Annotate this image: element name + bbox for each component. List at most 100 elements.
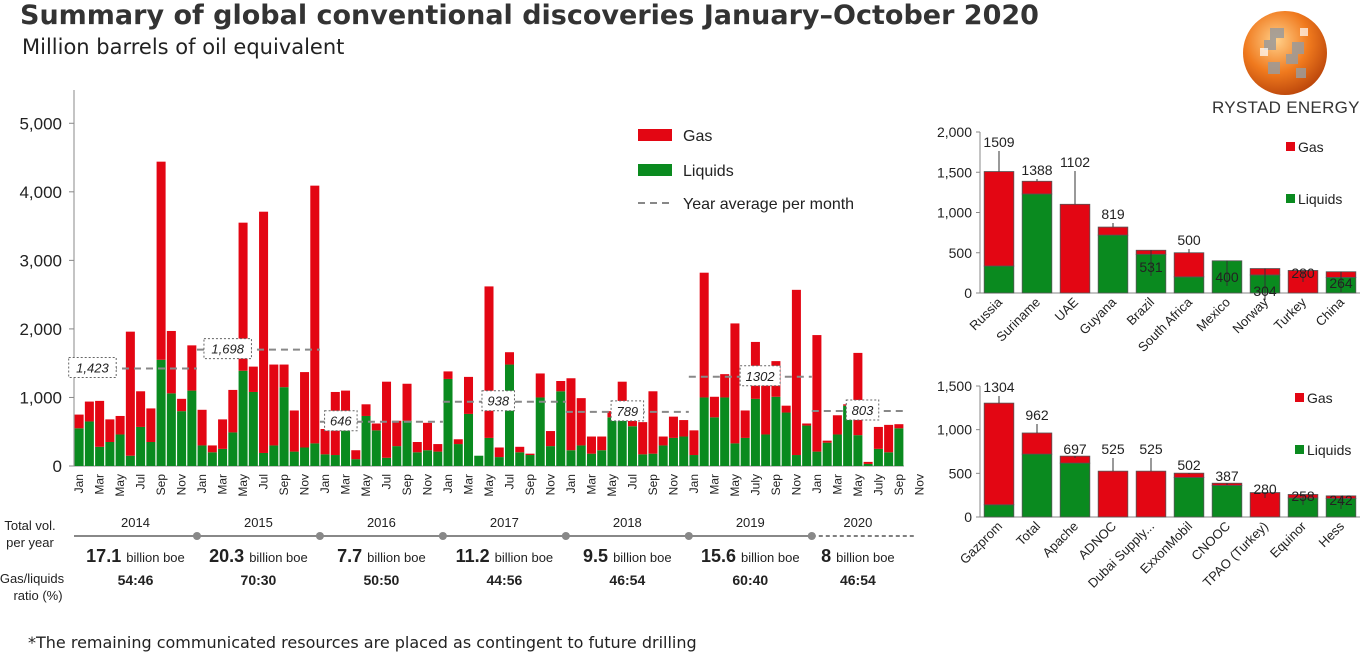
liquids-bar	[720, 397, 730, 466]
summary-total-value: 17.1 billion boe	[86, 546, 185, 566]
year-average-box	[203, 338, 252, 360]
liquids-bar	[597, 450, 607, 466]
category-label: Turkey	[1271, 294, 1310, 333]
company-chart-y-tick-label: 1,000	[937, 422, 972, 438]
main-y-tick-label: 3,000	[19, 251, 62, 270]
month-tick-label: Sep	[154, 474, 168, 496]
month-tick-label: May	[113, 474, 127, 497]
gas-bar	[463, 376, 474, 414]
month-tick-label: Sep	[769, 474, 783, 496]
legend-gas-label: Gas	[683, 128, 712, 145]
company-name: RYSTAD ENERGY	[1212, 98, 1360, 117]
month-tick-label: Sep	[646, 474, 660, 496]
liquids-bar	[248, 391, 258, 466]
liquids-bar	[197, 445, 207, 466]
year-average-box	[845, 399, 880, 421]
category-label: Mexico	[1193, 295, 1233, 335]
gas-bar	[269, 364, 279, 446]
gas-bar	[720, 374, 730, 398]
timeline-node	[684, 532, 693, 540]
liquids-bar	[535, 397, 545, 466]
timeline-node	[561, 532, 570, 540]
month-tick-label: May	[359, 474, 373, 497]
summary-total-value: 20.3 billion boe	[209, 546, 308, 566]
year-average-label: 938	[487, 394, 509, 409]
gas-bar	[341, 390, 351, 427]
summary-ratio-value: 46:54	[840, 572, 876, 588]
liquids-bar	[95, 446, 105, 466]
gas-bar	[259, 211, 269, 453]
liquids-bar	[771, 396, 781, 466]
liquids-bar	[761, 434, 771, 466]
liquids-bar	[382, 457, 392, 466]
summary-total-value: 15.6 billion boe	[701, 546, 800, 566]
gas-bar	[146, 408, 156, 443]
gas-bar	[679, 420, 689, 437]
data-label: 264	[1329, 275, 1353, 291]
liquids-bar	[1173, 276, 1205, 294]
data-label: 697	[1063, 441, 1087, 457]
liquids-bar	[166, 393, 176, 466]
year-average-label: 646	[330, 414, 352, 429]
liquids-bar	[207, 452, 217, 466]
gas-bar	[361, 404, 371, 416]
legend-gas-label: Gas	[1307, 390, 1333, 406]
gas-bar	[802, 423, 812, 426]
month-tick-label: Jul	[134, 474, 148, 489]
liquids-bar	[361, 415, 371, 466]
liquids-bar	[453, 444, 463, 466]
gas-bar	[863, 461, 873, 464]
year-average-box	[739, 365, 781, 387]
country-chart: 05001,0001,5002,0001509Russia1388Surinam…	[937, 124, 1360, 355]
summary-ratio-value: 46:54	[609, 572, 645, 588]
gas-bar	[781, 405, 791, 413]
month-tick-label: May	[482, 474, 496, 497]
summary-total-value: 9.5 billion boe	[583, 546, 672, 566]
month-tick-label: July	[748, 474, 762, 495]
gas-bar	[187, 345, 197, 391]
gas-bar	[115, 415, 125, 435]
summary-year-label: 2014	[121, 515, 150, 530]
summary-total-number: 11.2	[456, 546, 495, 566]
month-tick-label: Nov	[175, 474, 189, 495]
gas-bar	[443, 371, 453, 379]
liquids-bar	[187, 390, 197, 466]
gas-bar	[504, 352, 515, 365]
gas-bar	[177, 398, 187, 412]
month-tick-label: Jan	[564, 474, 578, 493]
liquids-bar	[433, 451, 443, 466]
gas-bar	[730, 323, 740, 444]
gas-bar	[300, 372, 310, 448]
category-label: Equinor	[1267, 518, 1310, 561]
gas-bar	[484, 286, 494, 438]
data-label: 387	[1215, 468, 1239, 484]
liquids-bar	[259, 452, 269, 466]
month-tick-label: Jul	[380, 474, 394, 489]
legend-liquids-swatch	[638, 164, 672, 176]
liquids-bar	[146, 442, 156, 466]
category-label: Dubai Supply...	[1085, 519, 1157, 591]
liquids-bar	[494, 457, 504, 466]
rystad-logo-icon	[1243, 11, 1327, 95]
gas-bar	[894, 424, 904, 429]
data-label: 500	[1177, 232, 1201, 248]
gas-bar	[105, 419, 115, 443]
liquids-bar	[218, 448, 228, 466]
year-average-box	[324, 410, 358, 432]
liquids-bar	[115, 434, 125, 466]
liquids-bar	[156, 359, 166, 466]
liquids-bar	[648, 453, 658, 466]
liquids-bar	[515, 452, 525, 466]
main-chart: 0 1,000 2,000 3,000 4,000 5,000 Jan Mar May Jul Se…	[19, 90, 926, 497]
month-tick-label: Mar	[339, 474, 353, 495]
liquids-bar	[1173, 477, 1205, 518]
summary-total-number: 9.5	[583, 546, 613, 566]
page-subtitle: Million barrels of oil equivalent	[22, 35, 345, 59]
data-label: 525	[1139, 441, 1163, 457]
gas-bar	[351, 450, 361, 460]
data-label: 531	[1139, 259, 1163, 275]
gas-bar	[238, 222, 248, 371]
liquids-bar	[1021, 193, 1053, 294]
month-tick-label: May	[605, 474, 619, 497]
